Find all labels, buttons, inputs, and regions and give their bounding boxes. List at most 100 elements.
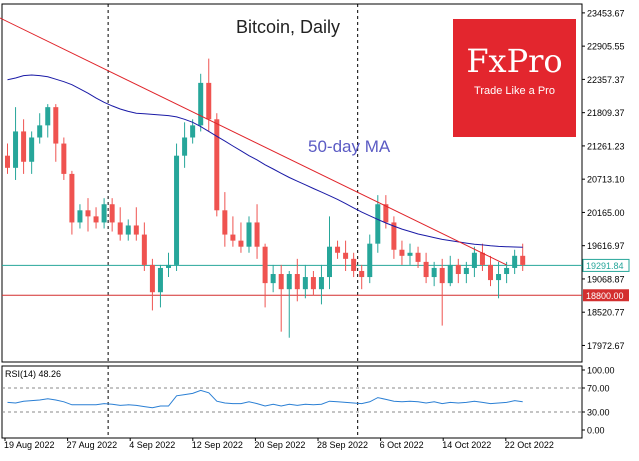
rsi-tick-label: 30.00 — [587, 408, 610, 418]
downtrend-line — [0, 17, 507, 266]
candle-body — [21, 131, 27, 162]
candle — [351, 252, 357, 278]
candle-body — [270, 274, 276, 284]
candle-body — [37, 125, 43, 138]
ma50-line — [7, 74, 523, 248]
candle — [359, 264, 365, 290]
fxpro-logo-text: FxPro — [466, 42, 563, 80]
rsi-label: RSI(14) 48.26 — [5, 369, 61, 379]
candle — [318, 264, 324, 305]
candle — [447, 255, 453, 287]
y-tick-label: 21261.23 — [587, 141, 625, 151]
candle-body — [294, 274, 300, 290]
candle — [109, 198, 115, 232]
candle — [174, 143, 180, 271]
candle — [270, 264, 276, 293]
candle-body — [318, 277, 324, 290]
candle-body — [198, 82, 204, 126]
candle-body — [391, 222, 397, 250]
candle-body — [327, 246, 332, 278]
y-tick-label: 21809.37 — [587, 108, 625, 118]
candle-body — [190, 125, 196, 138]
x-tick-label: 4 Sep 2022 — [129, 440, 175, 450]
candle — [149, 258, 155, 311]
candle-body — [61, 143, 67, 174]
current-price-tag — [582, 258, 630, 272]
candle-body — [149, 264, 155, 293]
candle-body — [53, 107, 59, 144]
candle — [13, 107, 19, 180]
x-tick-label: 20 Sep 2022 — [254, 440, 305, 450]
candle-body — [351, 258, 357, 271]
candle — [415, 246, 421, 268]
y-tick-label: 22357.37 — [587, 75, 625, 85]
candle — [133, 207, 139, 241]
candle-body — [166, 264, 171, 268]
x-tick-label: 14 Oct 2022 — [442, 440, 491, 450]
candle-body — [455, 264, 461, 275]
candle — [463, 261, 469, 284]
candle-body — [496, 274, 502, 281]
candle — [61, 137, 67, 180]
candle-body — [310, 277, 316, 290]
candle — [5, 143, 10, 174]
candle-body — [254, 222, 260, 247]
candle-body — [182, 137, 188, 156]
candle — [302, 264, 308, 299]
candle — [455, 258, 461, 284]
candle-body — [109, 204, 115, 223]
price-panel: 23453.67 22905.55 22357.37 21809.37 21261.23… — [0, 3, 630, 363]
candle — [230, 216, 236, 247]
candle — [479, 243, 485, 271]
candle-body — [488, 264, 493, 281]
fxpro-tagline: Trade Like a Pro — [474, 85, 555, 97]
candle-body — [125, 225, 131, 235]
rsi-panel-frame — [1, 365, 583, 439]
candle — [53, 104, 59, 162]
candle-body — [5, 155, 10, 168]
candle-body — [520, 255, 526, 265]
candle — [399, 240, 405, 265]
candle-body — [222, 210, 228, 235]
rsi-panel: 100.00 70.00 30.00 0.00 RSI(14) 48.26 — [1, 365, 615, 439]
candle-body — [471, 252, 477, 268]
y-tick-label: 20713.10 — [587, 175, 625, 185]
candle — [310, 270, 316, 296]
candle — [166, 252, 171, 278]
candle-body — [375, 204, 381, 244]
candle — [125, 219, 131, 241]
candle — [214, 113, 220, 217]
candle-body — [262, 246, 268, 284]
candle-body — [286, 274, 292, 290]
candle — [45, 104, 51, 138]
current-price-label: 19291.84 — [586, 261, 624, 271]
support-level-tag — [583, 289, 629, 302]
candle-body — [174, 155, 180, 265]
candle — [37, 113, 43, 144]
candle — [254, 204, 260, 259]
candle-body — [423, 261, 429, 278]
support-level-label: 18800.00 — [586, 291, 624, 301]
candle — [431, 261, 437, 287]
candle-body — [117, 222, 123, 235]
candle-body — [206, 82, 212, 120]
candle — [262, 243, 268, 308]
candle-body — [246, 222, 252, 247]
x-tick-label: 19 Aug 2022 — [4, 440, 55, 450]
candle-body — [302, 277, 308, 290]
candle — [190, 119, 196, 144]
rsi-tick-label: 100.00 — [587, 366, 615, 376]
y-tick-label: 20165.00 — [587, 208, 625, 218]
candle — [198, 73, 204, 132]
candle — [77, 204, 83, 229]
candle-body — [29, 137, 35, 162]
candle — [21, 119, 27, 174]
candle-body — [133, 225, 139, 235]
y-tick-label: 22905.55 — [587, 42, 625, 52]
candle — [29, 131, 35, 174]
x-tick-label: 12 Sep 2022 — [192, 440, 243, 450]
candle — [222, 192, 228, 247]
candle-body — [383, 204, 389, 223]
candle — [157, 264, 163, 308]
candle — [367, 234, 373, 284]
